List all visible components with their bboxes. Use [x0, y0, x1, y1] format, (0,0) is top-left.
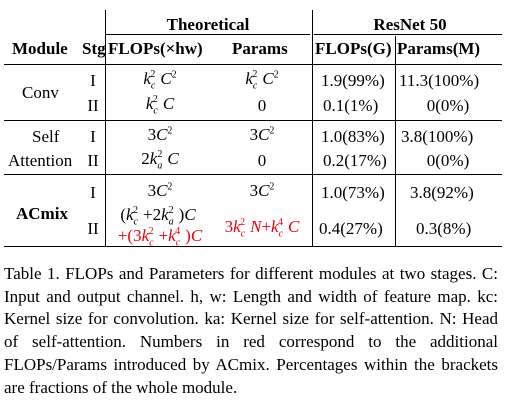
paramsm-conv-2: 0(0%): [426, 96, 470, 115]
flopsg-conv-1: 1.9(99%): [321, 71, 385, 90]
params-conv-1: kc2 C2: [245, 69, 279, 92]
paramsm-acmix-1: 3.8(92%): [410, 183, 474, 202]
rule-sa-bottom: [4, 174, 502, 175]
header-module: Module: [12, 39, 68, 58]
flops-acmix-2-extra: +(3kc2 +kc4)C: [117, 226, 203, 249]
header-params-theory: Params: [232, 39, 288, 58]
table-caption: Table 1. FLOPs and Parameters for differ…: [4, 263, 498, 399]
params-sa-1: 3C2: [249, 125, 275, 144]
vrule-stage: [105, 10, 106, 246]
stage-conv-1: I: [90, 71, 96, 90]
params-conv-2: 0: [257, 96, 267, 115]
flopsg-sa-1: 1.0(83%): [321, 127, 385, 146]
header-stage: Stg: [82, 39, 106, 58]
flopsg-acmix-1: 1.0(73%): [321, 183, 385, 202]
rule-top-theoretical: [106, 34, 310, 35]
flops-sa-1: 3C2: [147, 125, 173, 144]
header-flops-theory: FLOPs(×hw): [108, 39, 203, 58]
paramsm-sa-1: 3.8(100%): [401, 127, 474, 146]
header-params-m: Params(M): [397, 39, 481, 58]
flops-acmix-1: 3C2: [147, 181, 173, 200]
params-acmix-2-extra: 3kc2 N+kc4 C: [224, 217, 300, 240]
rule-table-bottom: [4, 246, 502, 247]
caption-text: FLOPs and Parameters for different modul…: [4, 264, 498, 397]
paramsm-conv-1: 11.3(100%): [399, 71, 480, 90]
module-self: Self: [32, 127, 60, 146]
vrule-resnet-params: [395, 36, 396, 246]
params-sa-2: 0: [257, 151, 267, 170]
stage-sa-2: II: [87, 151, 99, 170]
header-theoretical: Theoretical: [166, 15, 250, 34]
module-attention: Attention: [8, 151, 73, 170]
flopsg-conv-2: 0.1(1%): [323, 96, 379, 115]
stage-acmix-1: I: [90, 183, 96, 202]
header-resnet50: ResNet 50: [373, 15, 447, 34]
flops-sa-2: 2ka2 C: [141, 149, 179, 172]
module-acmix: ACmix: [16, 204, 68, 223]
stage-conv-2: II: [87, 96, 99, 115]
flops-acmix-2: (kc2 +2ka2)C: [120, 205, 196, 228]
paramsm-acmix-2: 0.3(8%): [416, 219, 472, 238]
flops-conv-1: kc2 C2: [143, 69, 177, 92]
paramsm-sa-2: 0(0%): [426, 151, 470, 170]
caption-label: Table 1.: [4, 264, 60, 283]
stage-sa-1: I: [90, 127, 96, 146]
params-acmix-1: 3C2: [249, 181, 275, 200]
flops-conv-2: kc2 C: [145, 94, 175, 117]
module-conv: Conv: [22, 83, 59, 102]
flopsg-sa-2: 0.2(17%): [323, 151, 387, 170]
stage-acmix-2: II: [87, 219, 99, 238]
flopsg-acmix-2: 0.4(27%): [319, 219, 383, 238]
rule-conv-bottom: [4, 120, 502, 121]
rule-top-resnet: [314, 34, 502, 35]
header-flops-g: FLOPs(G): [315, 39, 392, 58]
rule-header-bottom: [4, 64, 502, 65]
vrule-theory-resnet: [312, 10, 313, 246]
